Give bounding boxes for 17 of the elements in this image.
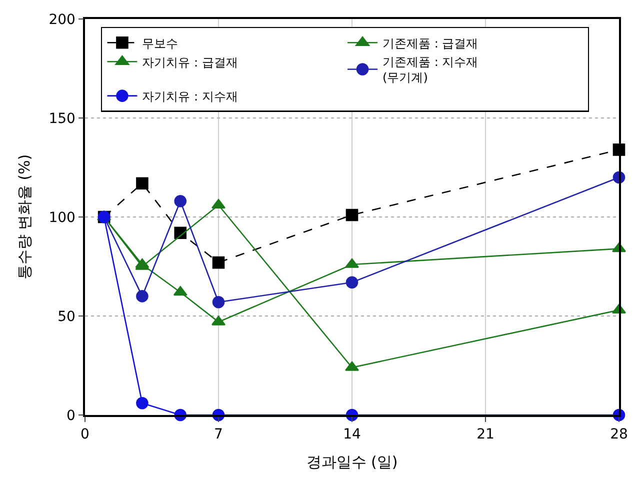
y-tick-label: 100 xyxy=(48,210,76,226)
legend-label: 자기치유 : 급결재 xyxy=(142,55,238,70)
x-tick-label: 28 xyxy=(610,426,628,443)
legend-label: 기존제품 : 급결재 xyxy=(382,36,478,50)
x-axis-title: 경과일수 (일) xyxy=(306,453,398,472)
y-tick-label: 200 xyxy=(48,12,76,28)
x-tick-label: 14 xyxy=(343,426,361,443)
x-tick-label: 7 xyxy=(214,426,223,443)
legend-label: 자기치유 : 지수재 xyxy=(142,90,238,104)
x-tick-label: 21 xyxy=(476,426,494,443)
y-tick-label: 150 xyxy=(48,110,76,127)
x-tick-label: 0 xyxy=(80,426,90,443)
y-tick-label: 50 xyxy=(58,308,76,325)
legend-label: 무보수 xyxy=(142,36,178,50)
legend-label: 기존제품 : 지수재 (무기계) xyxy=(382,55,478,85)
y-axis-title: 통수량 변화율 (%) xyxy=(15,154,34,280)
y-tick-label: 0 xyxy=(66,408,76,424)
